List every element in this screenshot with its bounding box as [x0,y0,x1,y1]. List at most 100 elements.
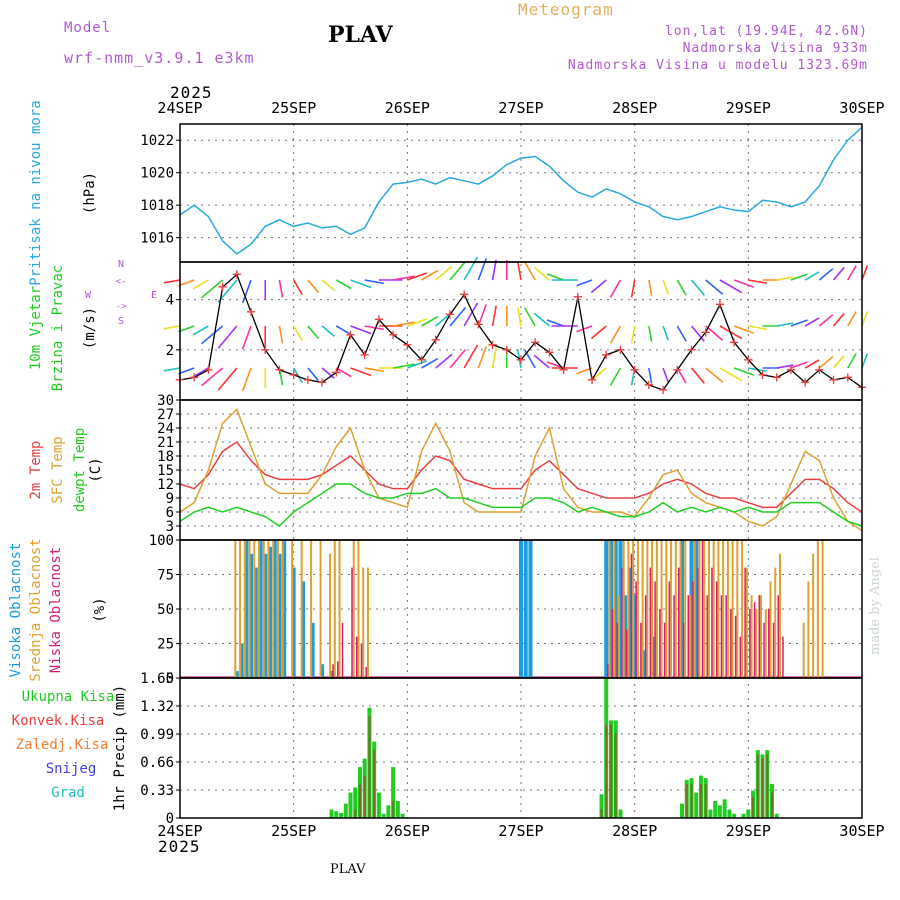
wind-speed-marker: + [545,342,555,361]
wind-arrow [421,315,439,327]
cloud-bar-2 [640,622,642,678]
temperature-legend-0: 2m Temp [28,440,44,499]
cloud-bar-2 [621,567,623,678]
cloud-bar-2 [715,581,718,678]
precip-legend-4: Grad [51,785,85,801]
wind-arrow [364,367,384,373]
cloud-bar-0 [310,622,315,678]
cloud-bar-0 [613,540,618,678]
cloud-bar-2 [768,609,770,678]
wind-speed-marker: + [559,360,569,379]
cloud-bar-0 [608,540,613,678]
wind-arrow [630,367,636,386]
wind-speed-marker: + [374,310,384,329]
wind-arrow [790,273,808,281]
wind-arrow [364,325,384,331]
cloud-bar-2 [341,622,344,678]
cloud-bar-2 [692,581,694,678]
wind-arrow [776,364,794,369]
wind-speed-marker: + [687,340,697,359]
cloud-bar-1 [679,540,682,678]
cloud-bar-0 [642,650,647,678]
cloud-bar-2 [706,595,708,678]
wind-arrow [217,367,238,391]
precip-total-bar [741,813,746,818]
cloud-tick-label: 100 [149,533,174,549]
cloud-tick-label: 25 [157,637,174,653]
wind-arrow [576,325,593,333]
wind-speed-marker: + [218,277,228,296]
cloud-bar-0 [249,553,254,678]
precip-total-bar [334,811,339,818]
wind-speed-marker: + [246,302,256,321]
precip-conv-bar [354,809,357,818]
cloud-bar-1 [703,540,706,678]
precip-total-bar [376,792,381,818]
cloud-bar-1 [707,540,710,678]
wind-arrow [533,266,550,281]
wind-arrow [435,265,453,281]
wind-speed-marker: + [658,380,668,399]
cloud-bar-2 [782,636,784,678]
cloud-bar-1 [366,567,369,678]
x-tick-label-top: 30SEP [839,99,884,117]
wind-arrow [804,317,820,327]
cloud-bar-1 [821,540,824,678]
cloud-bar-1 [300,540,303,678]
wind-speed-marker: + [616,340,626,359]
cloud-bar-0 [239,643,244,678]
wind-arrow [590,367,607,382]
cloud-bar-1 [717,540,720,678]
precip-conv-bar [752,796,755,818]
cloud-bar-1 [262,540,265,678]
wind-speed-marker: + [815,360,825,379]
wind-arrow [804,271,820,281]
wind-arrow [335,325,352,336]
precip-total-bar [348,792,353,818]
wind-arrow [350,325,372,335]
wind-arrow [648,279,653,296]
pressure-tick-label: 1020 [140,166,174,182]
precip-tick-label: 0.99 [140,727,174,743]
cloud-bar-1 [693,540,696,678]
cloud-bar-2 [758,595,761,678]
wind-arrow [690,367,705,384]
x-tick-label-top: 27SEP [498,99,543,117]
cloud-bar-1 [750,595,753,678]
wind-arrow [364,279,384,285]
cloud-bar-1 [745,567,748,678]
cloud-bar-1 [319,540,322,678]
wind-arrow [630,325,636,344]
precip-total-bar [400,813,405,818]
wind-arrow [392,363,415,369]
precip-total-bar [746,809,751,818]
wind-arrow [307,279,320,294]
wind-arrow [321,279,335,291]
wind-speed-marker: + [630,360,640,379]
wind-speed-marker: + [729,332,739,351]
wind-arrow [690,325,705,342]
cloud-bar-1 [812,553,815,678]
wind-arrow [609,279,622,298]
cloud-bar-0 [329,671,334,678]
pressure-panel-frame [179,123,863,263]
x-tick-label-top: 28SEP [612,99,657,117]
wind-speed-marker: + [388,325,398,344]
cloud-bar-1 [674,540,677,678]
cloud-bar-1 [627,540,630,678]
cloud-bar-1 [329,553,332,678]
wind-arrow [278,279,284,298]
temperature-tick-label: 24 [157,421,174,437]
cloud-bar-1 [234,540,237,678]
cloud-bar-1 [816,540,819,678]
cloud-bar-2 [777,595,779,678]
wind-speed-marker: + [403,335,413,354]
wind-arrow [576,367,593,375]
cloud-bar-0 [244,540,249,678]
wind-speed-marker: + [772,367,782,386]
cloud-bar-1 [712,540,715,678]
cloud-bar-2 [749,609,751,678]
cloud-bar-0 [623,595,628,678]
wind-arrow [590,325,607,340]
wind-arrow [178,279,195,287]
